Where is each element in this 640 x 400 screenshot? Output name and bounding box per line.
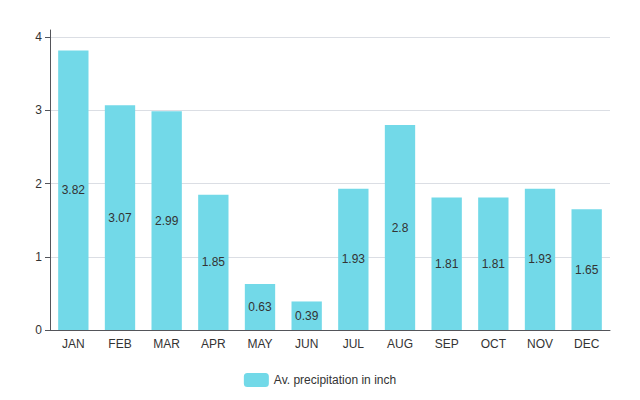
svg-text:JAN: JAN: [62, 337, 85, 351]
svg-text:JUN: JUN: [295, 337, 318, 351]
svg-text:0.39: 0.39: [295, 309, 319, 323]
svg-text:FEB: FEB: [108, 337, 131, 351]
svg-text:1.65: 1.65: [575, 263, 599, 277]
svg-text:2: 2: [35, 177, 42, 191]
svg-text:2.99: 2.99: [155, 214, 179, 228]
svg-text:1.93: 1.93: [528, 252, 552, 266]
svg-text:3.82: 3.82: [62, 183, 86, 197]
svg-text:JUL: JUL: [343, 337, 365, 351]
svg-text:OCT: OCT: [481, 337, 507, 351]
svg-text:SEP: SEP: [435, 337, 459, 351]
svg-text:MAR: MAR: [153, 337, 180, 351]
svg-text:1.93: 1.93: [342, 252, 366, 266]
svg-text:1: 1: [35, 250, 42, 264]
svg-text:1.81: 1.81: [435, 257, 459, 271]
svg-text:1.85: 1.85: [202, 255, 226, 269]
svg-text:4: 4: [35, 30, 42, 44]
svg-text:NOV: NOV: [527, 337, 553, 351]
svg-text:0: 0: [35, 323, 42, 337]
svg-text:1.81: 1.81: [482, 257, 506, 271]
svg-text:DEC: DEC: [574, 337, 600, 351]
svg-text:2.8: 2.8: [392, 221, 409, 235]
svg-text:3.07: 3.07: [108, 211, 132, 225]
svg-text:AUG: AUG: [387, 337, 413, 351]
svg-text:0.63: 0.63: [248, 300, 272, 314]
svg-text:Av. precipitation in inch: Av. precipitation in inch: [274, 373, 396, 387]
svg-text:MAY: MAY: [247, 337, 272, 351]
svg-text:APR: APR: [201, 337, 226, 351]
svg-text:3: 3: [35, 103, 42, 117]
